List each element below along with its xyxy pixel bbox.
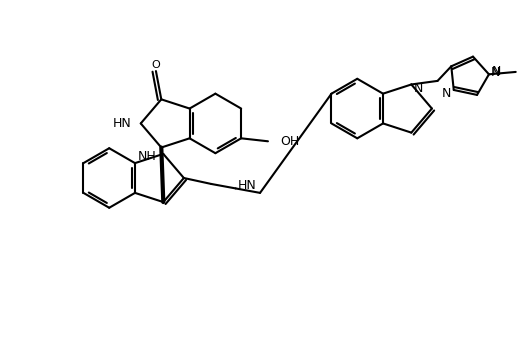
Text: OH: OH (280, 135, 299, 148)
Text: HN: HN (113, 117, 132, 130)
Text: N: N (491, 66, 501, 79)
Text: O: O (152, 60, 161, 70)
Text: N: N (441, 88, 451, 100)
Text: N: N (413, 82, 423, 95)
Text: N: N (492, 65, 501, 78)
Text: NH: NH (138, 150, 156, 163)
Text: HN: HN (238, 179, 257, 192)
